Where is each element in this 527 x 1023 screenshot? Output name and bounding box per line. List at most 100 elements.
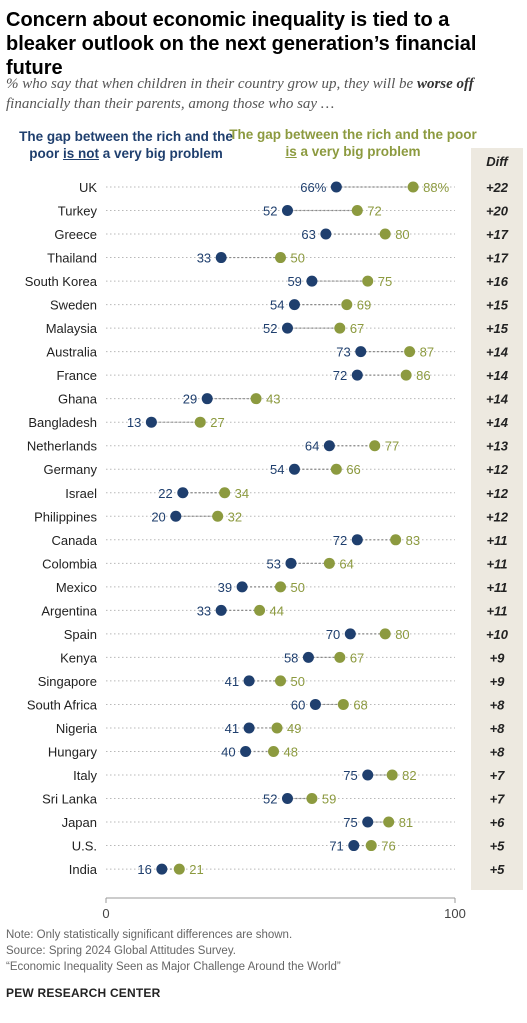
category-label: Turkey <box>58 204 98 219</box>
category-label: Italy <box>73 768 97 783</box>
value-label-big-problem: 34 <box>235 486 249 501</box>
diff-value: +9 <box>490 674 506 689</box>
legend-series-big-problem: The gap between the rich and the poor is… <box>228 126 478 160</box>
dot-big-problem <box>275 252 286 264</box>
category-label: South Africa <box>27 697 98 712</box>
category-label: Colombia <box>42 556 98 571</box>
source-text: Source: Spring 2024 Global Attitudes Sur… <box>6 945 236 957</box>
category-label: Japan <box>62 815 97 830</box>
dot-not-big-problem <box>285 557 297 569</box>
category-label: Mexico <box>56 580 97 595</box>
diff-column-background <box>471 148 523 890</box>
subtitle-pre: % who say that when children in their co… <box>6 76 417 92</box>
diff-value: +12 <box>486 486 509 501</box>
category-label: Philippines <box>34 509 97 524</box>
dot-big-problem <box>407 181 419 193</box>
value-label-big-problem: 64 <box>339 556 353 571</box>
value-label-not-big-problem: 41 <box>225 674 239 689</box>
dot-not-big-problem <box>215 252 227 264</box>
diff-value: +9 <box>490 650 506 665</box>
category-label: Sri Lanka <box>42 792 98 807</box>
category-label: Netherlands <box>27 439 98 454</box>
value-label-big-problem: 82 <box>402 768 416 783</box>
dot-big-problem <box>341 299 353 311</box>
dot-not-big-problem <box>281 205 293 217</box>
dot-big-problem <box>386 769 398 781</box>
dot-big-problem <box>369 440 381 452</box>
dot-not-big-problem <box>236 581 248 593</box>
diff-value: +11 <box>486 603 507 618</box>
dot-not-big-problem <box>177 487 189 499</box>
legend-a-pre: The gap between the rich and the poor <box>19 129 233 161</box>
value-label-big-problem: 59 <box>322 792 336 807</box>
category-label: Bangladesh <box>28 415 97 430</box>
dot-big-problem <box>351 205 363 217</box>
diff-value: +8 <box>490 744 506 759</box>
value-label-big-problem: 86 <box>416 368 430 383</box>
diff-value: +14 <box>486 368 509 383</box>
diff-value: +12 <box>486 462 509 477</box>
dot-big-problem <box>334 651 346 663</box>
legend-b-pre: The gap between the rich and the poor <box>229 127 477 142</box>
dot-not-big-problem <box>240 745 252 757</box>
dot-big-problem <box>268 745 280 757</box>
legend-b-post: a very big problem <box>296 144 421 159</box>
value-label-big-problem: 75 <box>378 274 392 289</box>
diff-value: +13 <box>486 439 509 454</box>
dot-not-big-problem <box>344 628 356 640</box>
dot-not-big-problem <box>281 322 293 334</box>
value-label-not-big-problem: 75 <box>343 768 357 783</box>
category-label: Thailand <box>47 251 97 266</box>
value-label-not-big-problem: 64 <box>305 439 319 454</box>
diff-value: +22 <box>486 180 509 195</box>
category-label: Nigeria <box>56 721 98 736</box>
chart-title: Concern about economic inequality is tie… <box>6 9 477 79</box>
diff-value: +15 <box>486 298 509 313</box>
dot-big-problem <box>271 722 283 734</box>
chart-subtitle: % who say that when children in their co… <box>6 74 521 114</box>
value-label-not-big-problem: 70 <box>326 627 340 642</box>
dot-big-problem <box>390 534 402 546</box>
diff-value: +17 <box>486 251 509 266</box>
dot-not-big-problem <box>309 698 321 710</box>
dot-not-big-problem <box>330 181 342 193</box>
value-label-not-big-problem: 20 <box>151 509 165 524</box>
dot-big-problem <box>379 228 391 240</box>
value-label-not-big-problem: 52 <box>263 321 277 336</box>
category-label: Ghana <box>58 392 98 407</box>
x-tick-label-0: 0 <box>102 906 109 921</box>
value-label-big-problem: 76 <box>381 839 395 854</box>
value-label-big-problem: 80 <box>395 627 409 642</box>
value-label-big-problem: 49 <box>287 721 301 736</box>
value-label-not-big-problem: 72 <box>333 533 347 548</box>
diff-value: +7 <box>490 768 506 783</box>
diff-value: +5 <box>490 862 506 877</box>
value-label-big-problem: 87 <box>420 345 434 360</box>
category-label: Malaysia <box>46 321 98 336</box>
dot-not-big-problem <box>145 416 157 428</box>
dot-not-big-problem <box>243 675 255 687</box>
dot-big-problem <box>383 816 395 828</box>
subtitle-bold: worse off <box>416 76 474 92</box>
dot-not-big-problem <box>281 793 293 805</box>
dot-big-problem <box>323 557 335 569</box>
value-label-not-big-problem: 13 <box>127 415 141 430</box>
dot-not-big-problem <box>362 769 374 781</box>
value-label-not-big-problem: 29 <box>183 392 197 407</box>
value-label-not-big-problem: 53 <box>267 556 281 571</box>
diff-value: +14 <box>486 392 509 407</box>
diff-value: +14 <box>486 345 509 360</box>
value-label-not-big-problem: 60 <box>291 697 305 712</box>
category-label: India <box>69 862 98 877</box>
diff-value: +11 <box>486 556 507 571</box>
category-label: South Korea <box>25 274 98 289</box>
dot-not-big-problem <box>351 369 363 381</box>
diff-value: +8 <box>490 721 506 736</box>
value-label-big-problem: 72 <box>367 204 381 219</box>
diff-value: +14 <box>486 415 509 430</box>
value-label-big-problem: 81 <box>399 815 413 830</box>
dot-big-problem <box>306 793 318 805</box>
dot-big-problem <box>250 393 262 405</box>
value-label-big-problem: 67 <box>350 321 364 336</box>
value-label-big-problem: 77 <box>385 439 399 454</box>
